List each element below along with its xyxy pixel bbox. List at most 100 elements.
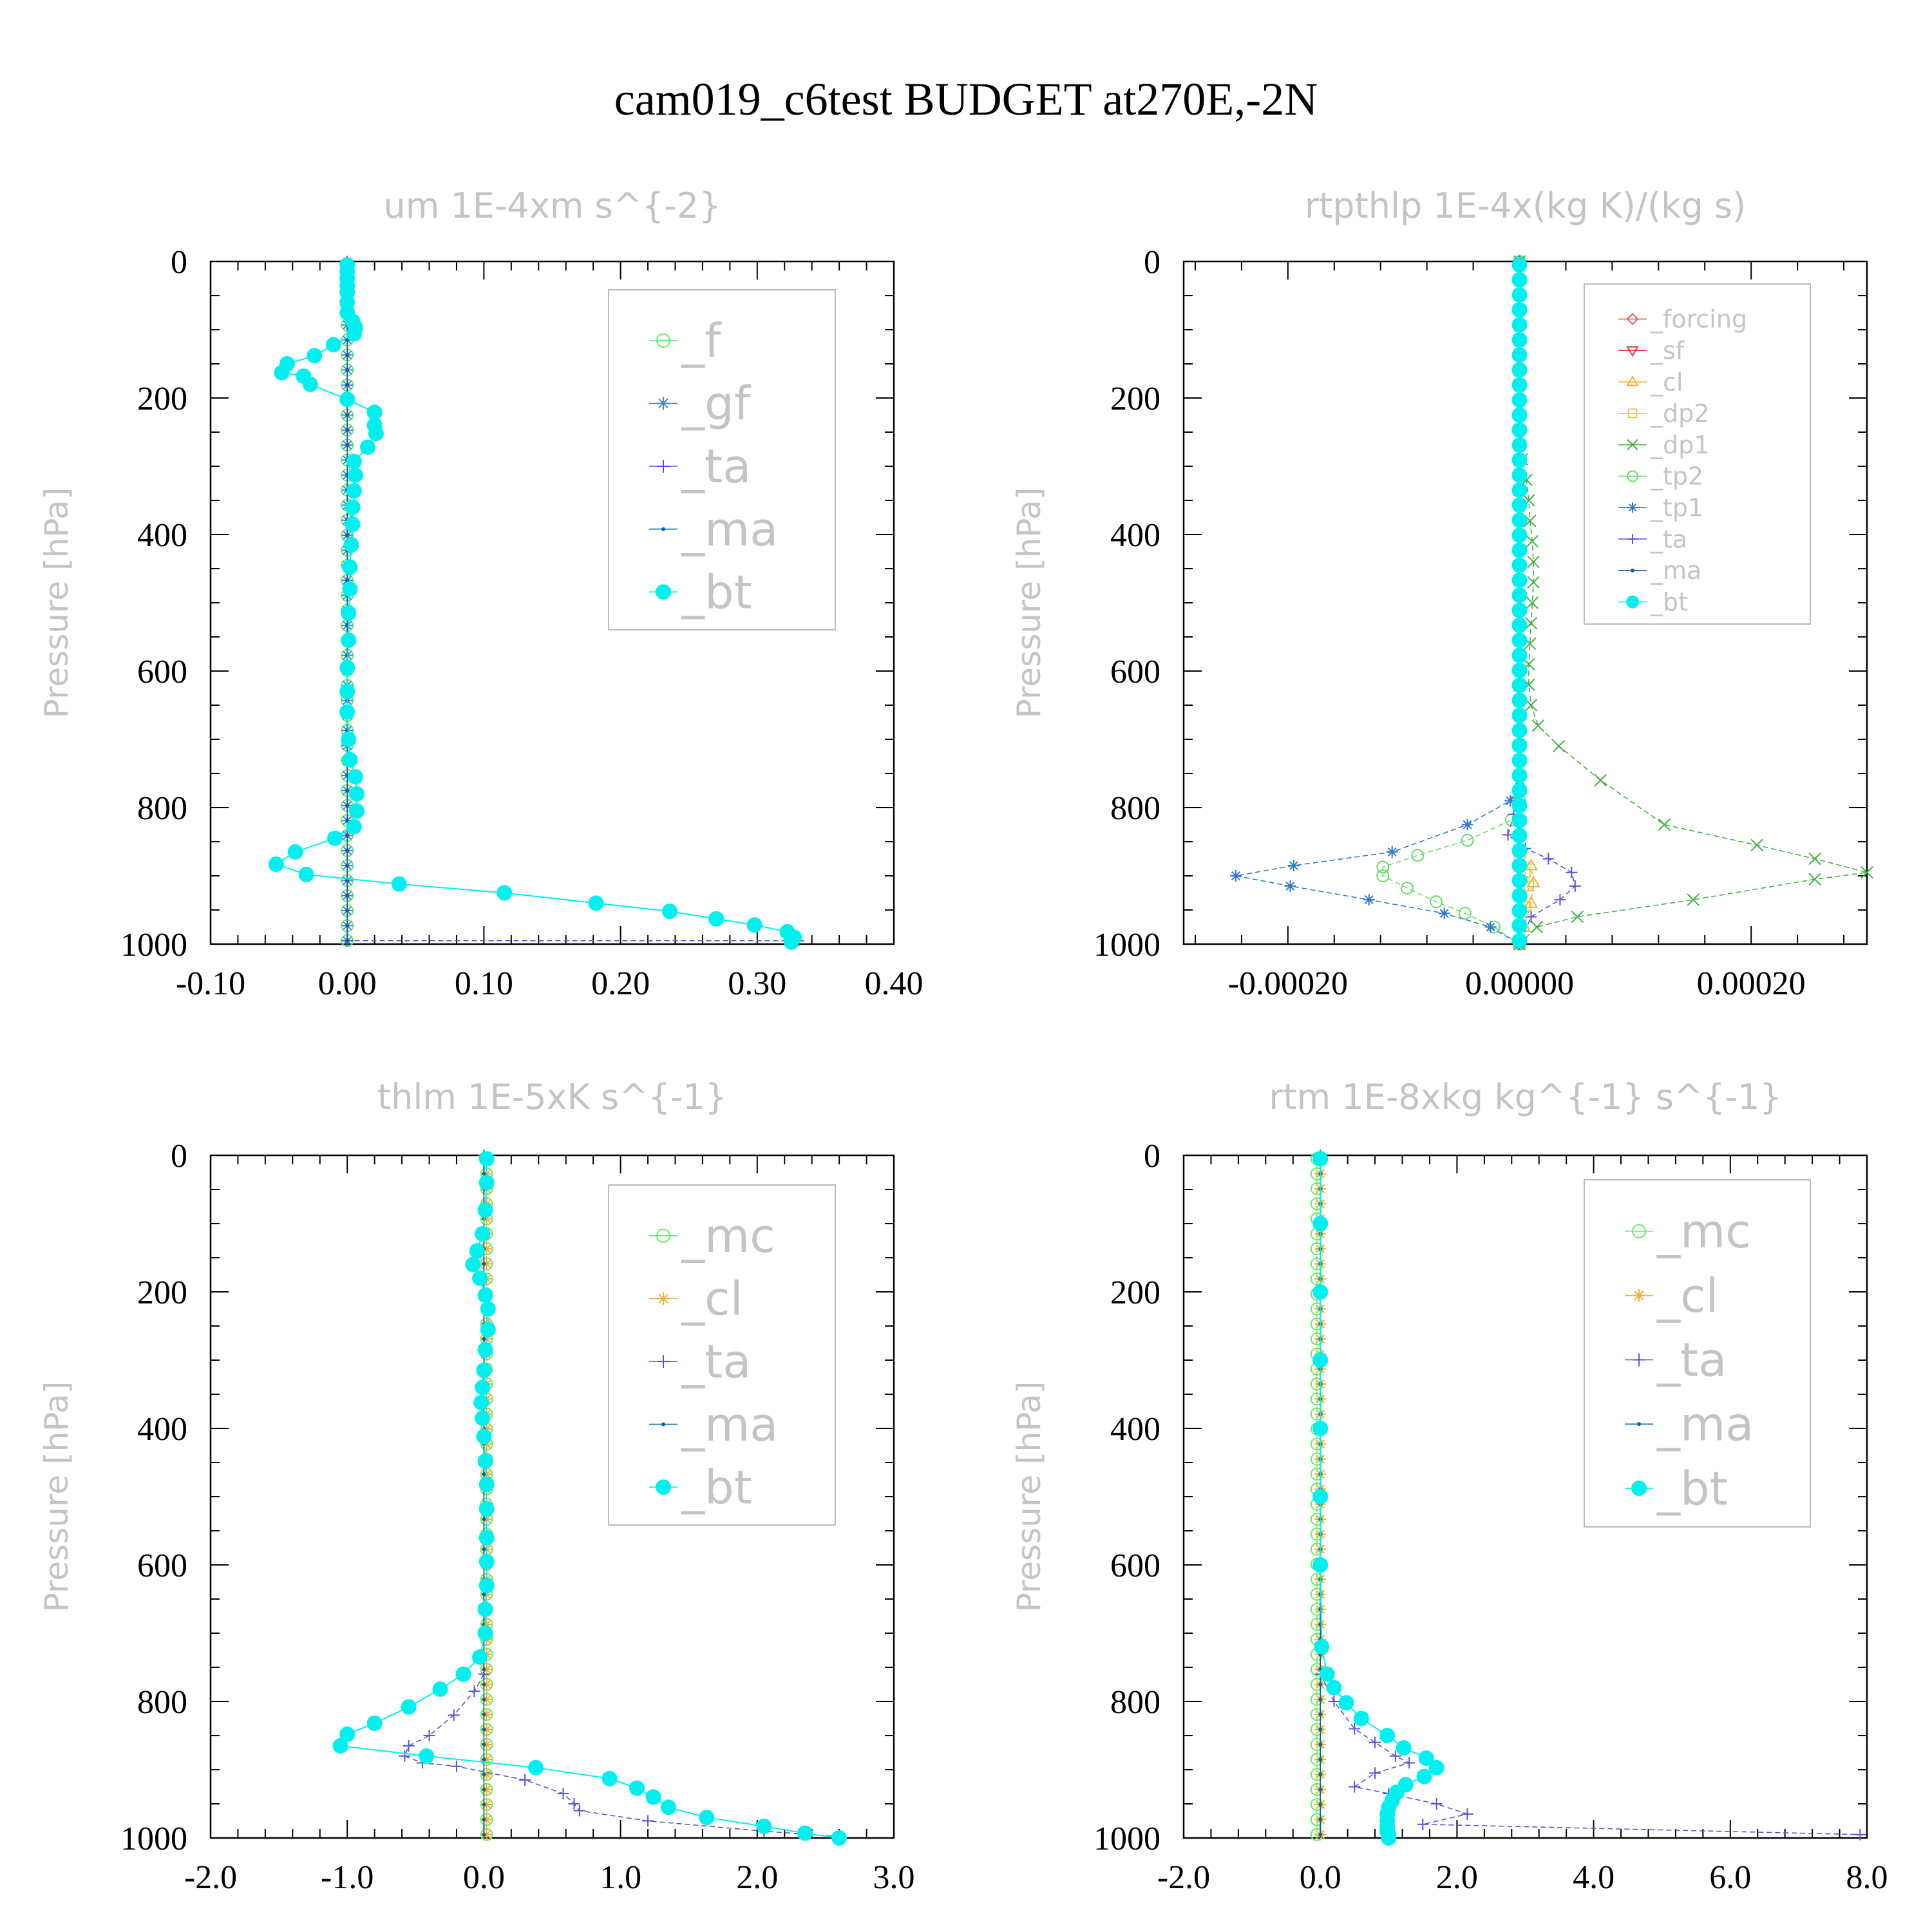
- data-point-ma: [1318, 1772, 1323, 1777]
- legend-marker-f: [656, 333, 670, 348]
- y-tick-label: 400: [1110, 1411, 1160, 1448]
- data-point-ma: [345, 578, 350, 583]
- data-point-ma: [1318, 1682, 1323, 1687]
- legend-label-dp2: _dp2: [1650, 399, 1709, 428]
- data-point-ta: [1854, 1828, 1866, 1841]
- data-point-bt: [391, 876, 407, 892]
- data-point-ma: [345, 428, 350, 432]
- data-point-tp1: [1363, 894, 1375, 906]
- legend-label-ma: _ma: [1656, 1397, 1754, 1452]
- data-point-ma: [345, 443, 350, 448]
- data-point-ta: [1430, 1798, 1443, 1810]
- legend-marker-bt: [656, 1479, 671, 1495]
- legend-label-tp2: _tp2: [1650, 462, 1703, 491]
- data-point-ma: [482, 1742, 486, 1747]
- data-point-bt: [274, 365, 290, 381]
- x-tick-label: 0.20: [591, 965, 650, 1002]
- y-axis-label: Pressure [hPa]: [1010, 488, 1048, 719]
- legend-label-tp1: _tp1: [1650, 494, 1703, 522]
- y-tick-label: 200: [137, 1274, 187, 1311]
- data-point-ma: [482, 1171, 486, 1176]
- x-tick-label: 0.30: [728, 965, 786, 1002]
- data-point-ta: [1389, 1750, 1401, 1762]
- y-tick-label: 800: [137, 790, 187, 827]
- data-point-cl: [480, 1423, 493, 1435]
- series-group: [268, 256, 804, 950]
- x-tick-label: 4.0: [1573, 1859, 1615, 1896]
- legend-label-ta: _ta: [1650, 525, 1687, 553]
- data-point-ma: [345, 848, 350, 853]
- panel-title: rtpthlp 1E-4x(kg K)/(kg s): [1305, 185, 1746, 226]
- y-tick-label: 400: [1110, 517, 1160, 554]
- data-point-bt: [1312, 1216, 1329, 1231]
- legend-box: [608, 289, 836, 630]
- data-point-bt: [339, 704, 355, 720]
- x-tick-label: 2.0: [736, 1859, 778, 1896]
- data-point-ta: [1502, 829, 1514, 841]
- data-point-bt: [345, 516, 361, 533]
- data-point-ma: [345, 788, 350, 793]
- data-point-cl: [480, 1243, 493, 1255]
- data-point-tp2: [1401, 882, 1414, 895]
- y-tick-label: 1000: [1094, 927, 1160, 963]
- data-point-bt: [1511, 557, 1528, 573]
- data-point-bt: [332, 1738, 348, 1754]
- axes: 0 200 400 600 800 1000-0.10 0.00 0.10 0.20 0.30 0.…: [120, 244, 923, 1002]
- series-line-dp1: [1519, 261, 1868, 945]
- y-tick-label: 0: [171, 1138, 187, 1175]
- data-point-bt: [478, 1476, 495, 1492]
- legend: _mc _cl _ta _ma _bt: [1584, 1179, 1811, 1528]
- legend-marker-cl: [657, 1292, 670, 1305]
- data-point-bt: [1511, 587, 1528, 603]
- data-point-ma: [482, 1667, 486, 1672]
- data-point-ma: [482, 1592, 486, 1596]
- series-line-tp1: [1235, 261, 1520, 945]
- legend-marker-ta: [657, 1355, 670, 1368]
- data-point-ma: [345, 909, 350, 913]
- data-point-bt: [1511, 918, 1528, 934]
- data-point-ta: [557, 1788, 569, 1800]
- data-point-bt: [339, 1726, 355, 1742]
- data-point-bt: [831, 1830, 848, 1846]
- data-point-bt: [339, 392, 355, 408]
- series-line-ta: [404, 1155, 840, 1837]
- data-point-bt: [1511, 692, 1528, 708]
- legend-label-mc: _mc: [1656, 1204, 1751, 1258]
- data-point-bt: [1511, 362, 1528, 378]
- data-point-bt: [1511, 768, 1528, 784]
- data-point-bt: [341, 605, 357, 621]
- plot-frame: [1182, 1154, 1868, 1839]
- panel-1: um 1E-4xm s^{-2} Pressure [hPa] 0 200 400 600…: [38, 185, 923, 1002]
- data-point-bt: [476, 1362, 492, 1378]
- data-point-bt: [1511, 272, 1528, 288]
- series-bt: [1511, 257, 1528, 949]
- legend-label-ma: _ma: [681, 1397, 778, 1452]
- panel-title: um 1E-4xm s^{-2}: [384, 185, 721, 226]
- data-point-bt: [346, 453, 362, 469]
- data-point-bt: [368, 426, 384, 442]
- legend-label-cl: _cl: [1650, 368, 1683, 396]
- data-point-ma: [482, 1757, 486, 1762]
- data-point-cl: [480, 1618, 493, 1631]
- data-point-bt: [708, 911, 724, 927]
- data-point-ma: [482, 1682, 486, 1687]
- data-point-bt: [699, 1810, 715, 1826]
- data-point-bt: [341, 732, 357, 747]
- data-point-bt: [473, 1394, 489, 1410]
- data-point-bt: [1511, 317, 1528, 333]
- data-point-bt: [756, 1818, 772, 1834]
- data-point-ma: [482, 1712, 486, 1717]
- data-point-tp2: [1430, 895, 1443, 909]
- legend-label-mc: _mc: [681, 1209, 775, 1263]
- data-point-bt: [1511, 723, 1528, 739]
- legend-label-bt: _bt: [1650, 588, 1688, 616]
- data-point-bt: [1353, 1710, 1369, 1727]
- series-tp1: [1229, 256, 1526, 950]
- data-point-ta: [1525, 911, 1537, 923]
- x-tick-label: -0.10: [176, 965, 245, 1002]
- data-point-ta: [1369, 1736, 1381, 1748]
- data-point-bt: [472, 1649, 488, 1665]
- data-point-bt: [1511, 647, 1528, 663]
- plot-frame: [209, 1154, 895, 1839]
- data-point-ta: [1349, 1723, 1361, 1735]
